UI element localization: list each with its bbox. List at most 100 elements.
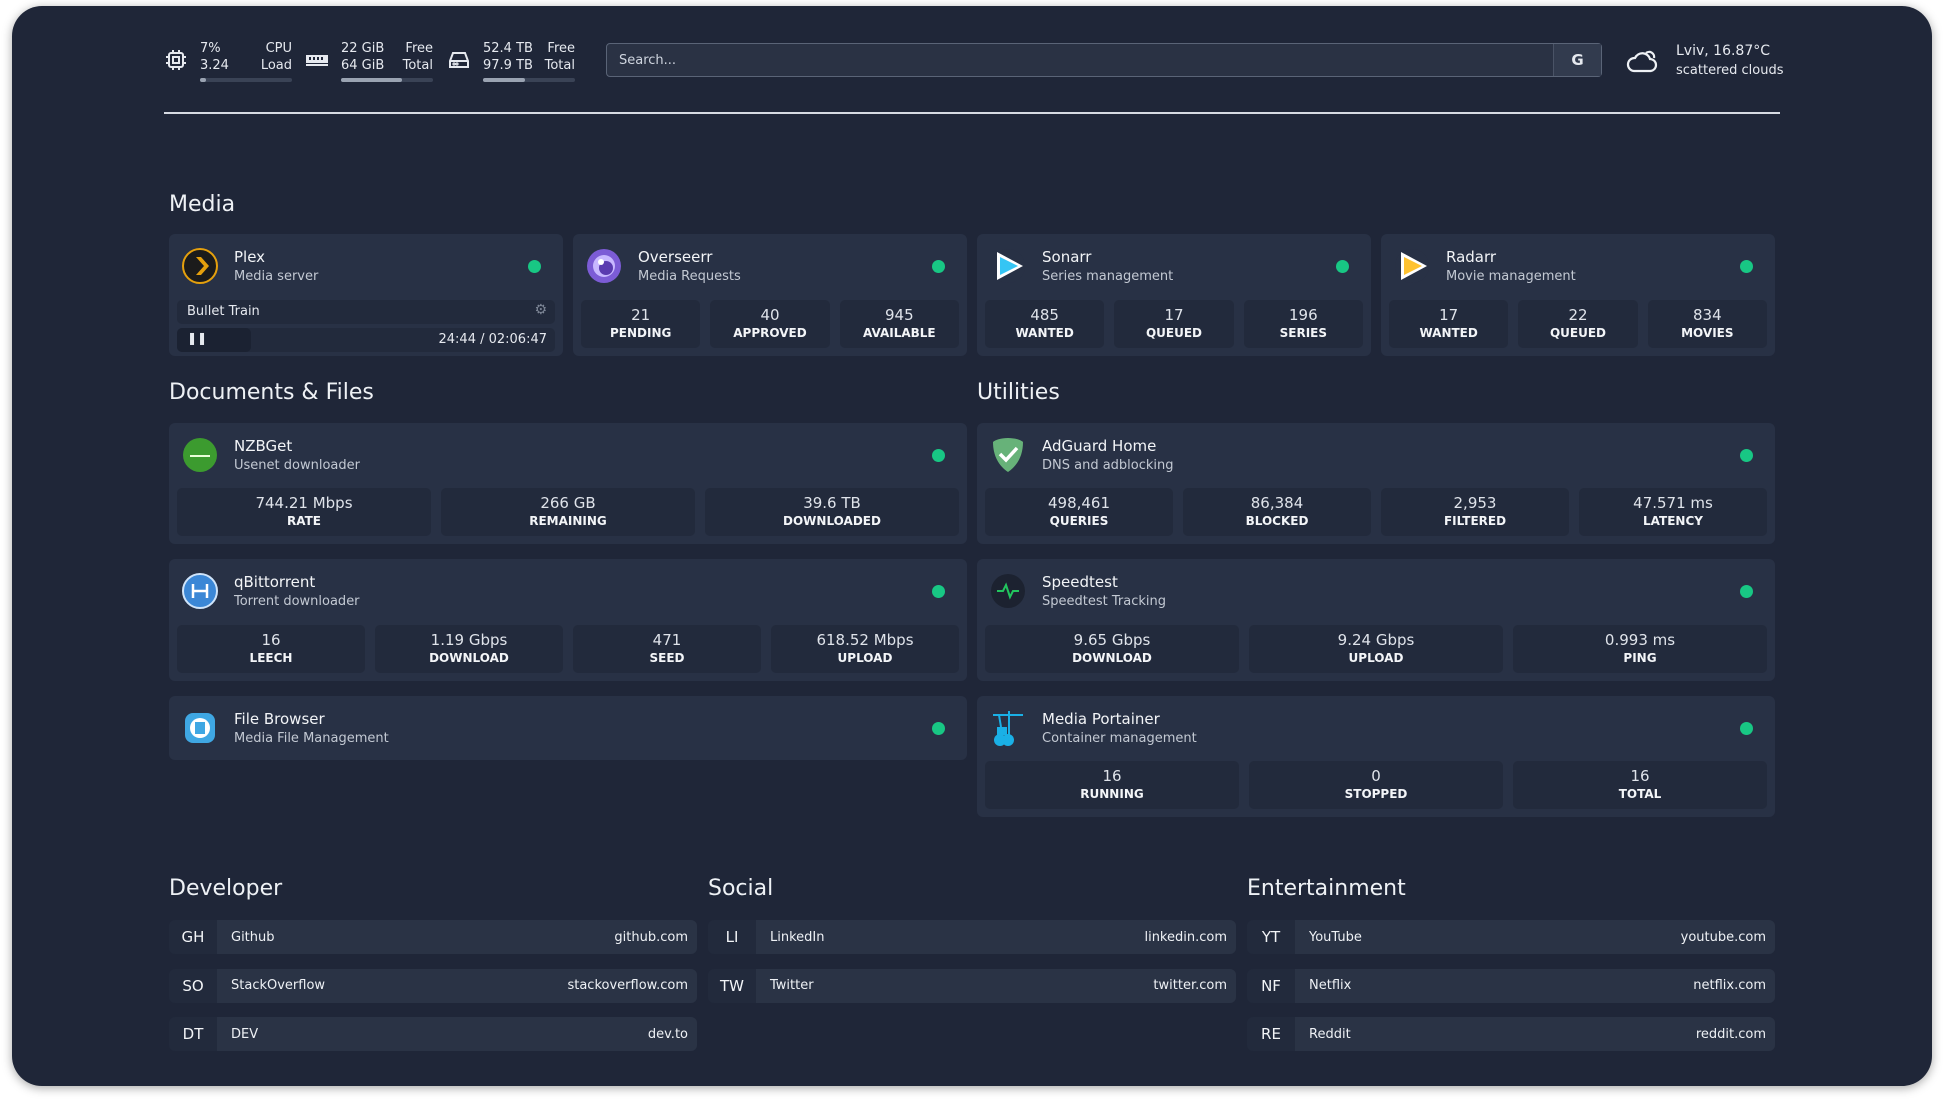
stat-block: 0.993 ms PING <box>1513 625 1767 673</box>
status-indicator <box>932 449 945 462</box>
free-label: Free <box>405 41 433 56</box>
stat-value: 16 <box>261 631 281 649</box>
service-card-radarr[interactable]: Radarr Movie management 17 WANTED 22 QUEUED 83… <box>1381 234 1775 356</box>
service-card-sonarr[interactable]: Sonarr Series management 485 WANTED 17 QUEUED… <box>977 234 1371 356</box>
bookmark-link[interactable]: LI LinkedIn linkedin.com <box>708 920 1236 954</box>
service-card-overseerr[interactable]: Overseerr Media Requests 21 PENDING 40 APPROV… <box>573 234 967 356</box>
stat-label: PENDING <box>609 326 672 340</box>
bookmark-url: dev.to <box>647 1026 688 1042</box>
bookmark-name: DEV <box>231 1026 259 1042</box>
stat-value: 22 <box>1568 306 1588 324</box>
bookmark-link[interactable]: NF Netflix netflix.com <box>1247 968 1775 1003</box>
bookmark-body: YouTube youtube.com <box>1295 920 1775 954</box>
search-bar: G <box>606 43 1602 77</box>
bookmark-body: DEV dev.to <box>217 1017 697 1051</box>
playback-time: 24:44 / 02:06:47 <box>438 332 548 347</box>
bookmark-link[interactable]: SO StackOverflow stackoverflow.com <box>169 968 697 1003</box>
stat-label: REMAINING <box>529 514 607 528</box>
sonarr-icon <box>989 247 1027 285</box>
stat-label: UPLOAD <box>837 651 893 665</box>
gear-icon[interactable]: ⚙ <box>534 302 547 318</box>
service-card-filebrowser[interactable]: File Browser Media File Management <box>169 696 967 760</box>
service-card-plex[interactable]: Plex Media server Bullet Train ⚙ ❚❚ 24:44 / 0… <box>169 234 563 356</box>
bookmark-link[interactable]: GH Github github.com <box>169 920 697 954</box>
service-stats: 744.21 Mbps RATE 266 GB REMAINING 39.6 TB DOW… <box>177 488 959 536</box>
status-indicator <box>932 260 945 273</box>
service-name: Overseerr <box>638 248 713 266</box>
stat-value: 266 GB <box>540 494 596 512</box>
stat-value: 498,461 <box>1047 494 1111 512</box>
dashboard-window <box>12 6 1932 1086</box>
bookmark-group: Social LI LinkedIn linkedin.com TW Twitter twi… <box>708 876 1236 1066</box>
service-card-adguard[interactable]: AdGuard Home DNS and adblocking 498,461 QUE… <box>977 423 1775 544</box>
plex-icon <box>181 247 219 285</box>
bookmark-link[interactable]: YT YouTube youtube.com <box>1247 920 1775 954</box>
stat-label: DOWNLOAD <box>1072 651 1152 665</box>
stat-value: 0.993 ms <box>1604 631 1676 649</box>
service-card-portainer[interactable]: Media Portainer Container management 16 RUN… <box>977 696 1775 817</box>
filebrowser-icon <box>181 709 219 747</box>
stat-label: APPROVED <box>733 326 807 340</box>
now-playing-title: Bullet Train <box>187 304 260 319</box>
bookmark-link[interactable]: DT DEV dev.to <box>169 1017 697 1051</box>
bookmark-link[interactable]: RE Reddit reddit.com <box>1247 1017 1775 1051</box>
search-input[interactable] <box>607 44 1553 76</box>
bookmark-name: StackOverflow <box>231 978 326 993</box>
stat-block: 16 RUNNING <box>985 761 1239 809</box>
service-stats: 21 PENDING 40 APPROVED 945 AVAILABLE <box>581 300 959 348</box>
service-name: Radarr <box>1446 248 1497 266</box>
stat-value: 618.52 Mbps <box>816 631 914 649</box>
stat-block: 16 LEECH <box>177 625 365 673</box>
status-indicator <box>1740 585 1753 598</box>
stat-value: 2,953 <box>1453 494 1497 512</box>
disk-bar <box>483 78 575 82</box>
status-indicator <box>528 260 541 273</box>
stat-label: DOWNLOADED <box>783 514 881 528</box>
service-stats: 16 LEECH 1.19 Gbps DOWNLOAD 471 SEED 618.52 Mb… <box>177 625 959 673</box>
service-stats: 16 RUNNING 0 STOPPED 16 TOTAL <box>985 761 1767 809</box>
bookmark-group: Developer GH Github github.com SO StackOverfl… <box>169 876 697 1066</box>
bookmark-url: twitter.com <box>1153 978 1227 993</box>
bookmark-body: Twitter twitter.com <box>756 968 1236 1003</box>
service-stats: 485 WANTED 17 QUEUED 196 SERIES <box>985 300 1363 348</box>
bookmark-link[interactable]: TW Twitter twitter.com <box>708 968 1236 1003</box>
stat-block: 9.65 Gbps DOWNLOAD <box>985 625 1239 673</box>
stat-block: 47.571 ms LATENCY <box>1579 488 1767 536</box>
status-indicator <box>1740 449 1753 462</box>
service-card-qbittorrent[interactable]: qBittorrent Torrent downloader 16 LEECH 1.19… <box>169 559 967 681</box>
service-description: Media File Management <box>234 731 389 746</box>
cpu-widget: 7% 3.24 CPU Load <box>164 40 294 84</box>
memory-bar <box>341 78 433 82</box>
stat-value: 39.6 TB <box>803 494 861 512</box>
service-card-nzbget[interactable]: NZBGet Usenet downloader 744.21 Mbps RATE 26… <box>169 423 967 544</box>
bookmark-abbreviation: RE <box>1261 1025 1281 1043</box>
header-divider <box>164 112 1780 114</box>
weather-description: scattered clouds <box>1676 63 1784 78</box>
disk-total: 97.9 TB <box>483 58 533 73</box>
total-label: Total <box>402 58 433 73</box>
service-description: Usenet downloader <box>234 458 360 473</box>
stat-block: 485 WANTED <box>985 300 1105 348</box>
cpu-label: CPU <box>265 41 292 56</box>
search-engine-button[interactable]: G <box>1553 44 1601 76</box>
bookmark-url: github.com <box>614 929 688 945</box>
memory-free: 22 GiB <box>341 41 385 56</box>
stat-block: 2,953 FILTERED <box>1381 488 1569 536</box>
service-description: DNS and adblocking <box>1042 458 1174 473</box>
cpu-bar <box>200 78 292 82</box>
playback-progress[interactable] <box>177 328 251 352</box>
bookmark-body: Github github.com <box>217 920 697 954</box>
cpu-bar-fill <box>200 78 207 82</box>
stat-block: 618.52 Mbps UPLOAD <box>771 625 959 673</box>
status-indicator <box>1336 260 1349 273</box>
status-indicator <box>932 722 945 735</box>
stat-value: 47.571 ms <box>1633 494 1713 512</box>
service-name: AdGuard Home <box>1042 437 1157 455</box>
cpu-icon <box>166 50 186 70</box>
stat-block: 196 SERIES <box>1243 300 1363 348</box>
pause-icon[interactable]: ❚❚ <box>187 331 208 345</box>
stat-label: QUEUED <box>1549 326 1607 340</box>
bookmark-url: linkedin.com <box>1144 929 1227 945</box>
bookmark-group: Entertainment YT YouTube youtube.com NF Netfl… <box>1247 876 1775 1066</box>
service-card-speedtest[interactable]: Speedtest Speedtest Tracking 9.65 Gbps DOWN… <box>977 559 1775 681</box>
